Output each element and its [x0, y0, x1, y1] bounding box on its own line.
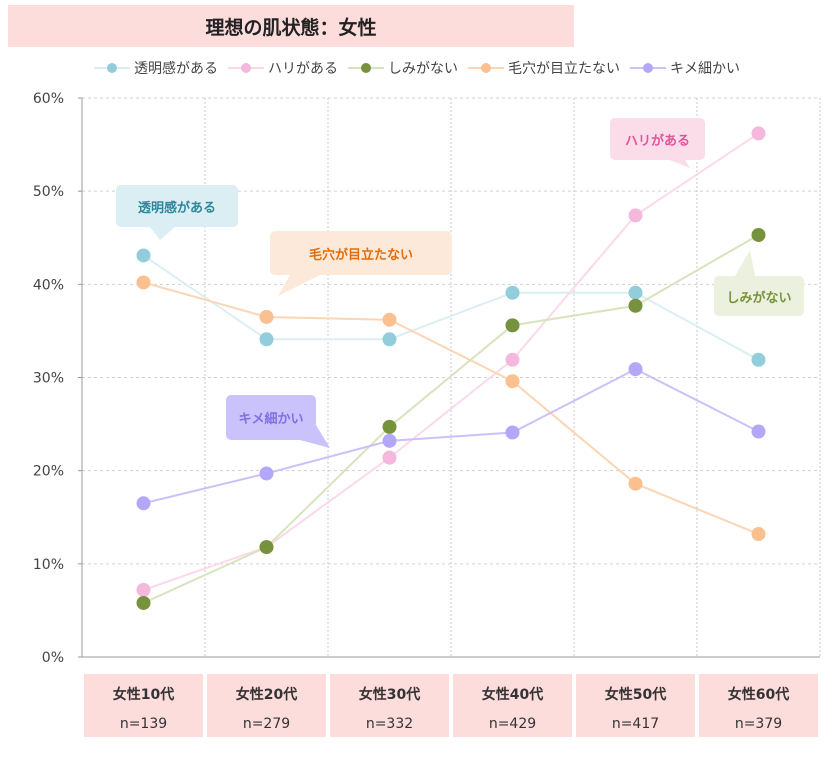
- data-point: [382, 450, 397, 465]
- data-point: [751, 126, 766, 141]
- series-line-3: [143, 281, 759, 535]
- data-point: [751, 227, 766, 242]
- legend-marker-icon: [468, 63, 504, 73]
- category-name: 女性10代: [112, 687, 175, 703]
- callout-tail: [735, 250, 755, 276]
- data-point: [628, 362, 643, 377]
- category-name: 女性30代: [358, 687, 421, 703]
- sample-size: n=379: [734, 716, 783, 732]
- sample-size: n=332: [365, 716, 414, 732]
- series-line-0: [142, 254, 759, 361]
- legend-label: しみがない: [388, 61, 458, 77]
- y-tick-label: 50%: [33, 184, 64, 200]
- legend-marker-icon: [348, 63, 384, 73]
- data-point: [628, 298, 643, 313]
- series-callout: ハリがある: [610, 118, 705, 160]
- legend-marker-icon: [228, 63, 264, 73]
- data-point: [136, 595, 151, 610]
- data-point: [382, 312, 397, 327]
- data-point: [628, 285, 643, 300]
- legend-item: 透明感がある: [94, 58, 218, 78]
- y-tick-label: 20%: [33, 464, 64, 480]
- legend-label: キメ細かい: [670, 61, 740, 77]
- data-point: [505, 318, 520, 333]
- category-name: 女性60代: [727, 687, 790, 703]
- callout-tail: [278, 275, 320, 296]
- data-point: [628, 208, 643, 223]
- legend-label: 毛穴が目立たない: [508, 61, 620, 77]
- legend: 透明感がある ハリがある しみがない 毛穴が目立たない キメ細かい: [94, 58, 740, 78]
- category-name: 女性40代: [481, 687, 544, 703]
- legend-item: しみがない: [348, 58, 458, 78]
- legend-marker-icon: [94, 63, 130, 73]
- category-label: 女性50代 n=417: [576, 674, 695, 737]
- series-callout: しみがない: [714, 276, 804, 316]
- series-line-4: [143, 367, 759, 505]
- sample-size: n=139: [119, 716, 168, 732]
- data-point: [259, 540, 274, 555]
- series-callout: 透明感がある: [116, 185, 238, 227]
- series-callout: 毛穴が目立たない: [270, 231, 452, 275]
- y-tick-label: 0%: [42, 650, 64, 666]
- data-point: [259, 332, 274, 347]
- sample-size: n=429: [488, 716, 537, 732]
- sample-size: n=279: [242, 716, 291, 732]
- series-line-1: [143, 132, 760, 591]
- data-point: [382, 332, 397, 347]
- category-label: 女性30代 n=332: [330, 674, 449, 737]
- y-tick-label: 60%: [33, 91, 64, 107]
- sample-size: n=417: [611, 716, 660, 732]
- data-point: [505, 425, 520, 440]
- callout-tail: [150, 227, 175, 240]
- data-point: [505, 352, 520, 367]
- data-point: [136, 248, 151, 263]
- series-callout: キメ細かい: [226, 395, 316, 440]
- legend-label: ハリがある: [268, 61, 338, 77]
- chart-title: 理想の肌状態：女性: [8, 5, 574, 47]
- y-tick-label: 40%: [33, 277, 64, 293]
- series-line-2: [143, 234, 759, 604]
- category-label: 女性40代 n=429: [453, 674, 572, 737]
- y-tick-label: 10%: [33, 557, 64, 573]
- callout-tail: [670, 160, 690, 168]
- y-tick-label: 30%: [33, 371, 64, 387]
- data-point: [628, 476, 643, 491]
- data-point: [505, 285, 520, 300]
- legend-item: 毛穴が目立たない: [468, 58, 620, 78]
- data-point: [751, 527, 766, 542]
- data-point: [259, 309, 274, 324]
- category-name: 女性50代: [604, 687, 667, 703]
- data-point: [259, 466, 274, 481]
- data-point: [751, 424, 766, 439]
- legend-marker-icon: [630, 63, 666, 73]
- data-point: [751, 352, 766, 367]
- legend-label: 透明感がある: [134, 61, 218, 77]
- category-label: 女性10代 n=139: [84, 674, 203, 737]
- legend-item: ハリがある: [228, 58, 338, 78]
- category-label: 女性20代 n=279: [207, 674, 326, 737]
- data-point: [136, 582, 151, 597]
- legend-item: キメ細かい: [630, 58, 740, 78]
- data-point: [382, 419, 397, 434]
- category-name: 女性20代: [235, 687, 298, 703]
- data-point: [136, 275, 151, 290]
- data-point: [136, 496, 151, 511]
- category-label: 女性60代 n=379: [699, 674, 818, 737]
- data-point: [505, 374, 520, 389]
- data-point: [382, 433, 397, 448]
